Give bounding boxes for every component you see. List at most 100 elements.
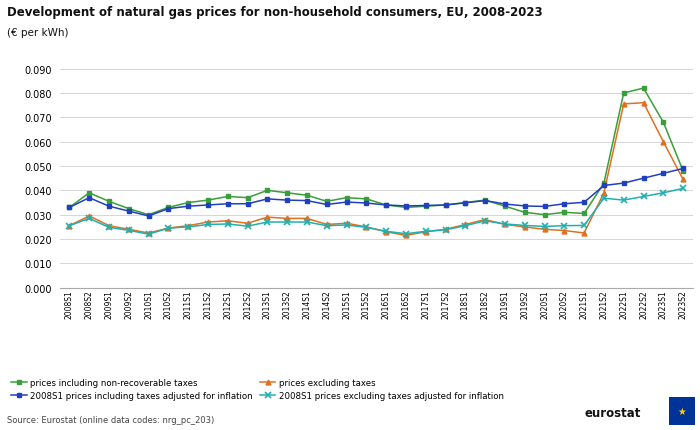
- prices excluding taxes: [402, 233, 410, 239]
- prices including non-recoverable taxes: [580, 212, 588, 217]
- prices excluding taxes: [303, 216, 312, 221]
- 2008S1 prices including taxes adjusted for inflation: [620, 181, 628, 186]
- 2008S1 prices excluding taxes adjusted for inflation: [362, 225, 370, 230]
- prices including non-recoverable taxes: [125, 206, 133, 212]
- 2008S1 prices excluding taxes adjusted for inflation: [223, 222, 232, 227]
- prices including non-recoverable taxes: [600, 181, 608, 186]
- 2008S1 prices including taxes adjusted for inflation: [223, 202, 232, 207]
- Legend: prices including non-recoverable taxes, 2008S1 prices including taxes adjusted f: prices including non-recoverable taxes, …: [11, 378, 504, 400]
- 2008S1 prices excluding taxes adjusted for inflation: [204, 222, 212, 227]
- 2008S1 prices excluding taxes adjusted for inflation: [323, 224, 331, 229]
- 2008S1 prices excluding taxes adjusted for inflation: [441, 228, 449, 233]
- prices excluding taxes: [580, 231, 588, 236]
- 2008S1 prices including taxes adjusted for inflation: [382, 203, 391, 208]
- prices excluding taxes: [500, 222, 509, 227]
- 2008S1 prices including taxes adjusted for inflation: [679, 166, 687, 172]
- 2008S1 prices including taxes adjusted for inflation: [421, 203, 430, 209]
- Text: Source: Eurostat (online data codes: nrg_pc_203): Source: Eurostat (online data codes: nrg…: [7, 415, 214, 424]
- prices excluding taxes: [184, 224, 192, 229]
- 2008S1 prices including taxes adjusted for inflation: [283, 198, 291, 203]
- 2008S1 prices including taxes adjusted for inflation: [105, 204, 113, 209]
- Text: Development of natural gas prices for non-household consumers, EU, 2008-2023: Development of natural gas prices for no…: [7, 6, 542, 19]
- 2008S1 prices excluding taxes adjusted for inflation: [679, 186, 687, 191]
- prices including non-recoverable taxes: [362, 197, 370, 202]
- prices excluding taxes: [105, 224, 113, 229]
- 2008S1 prices excluding taxes adjusted for inflation: [144, 232, 153, 237]
- prices excluding taxes: [323, 222, 331, 227]
- prices including non-recoverable taxes: [441, 203, 449, 208]
- prices excluding taxes: [639, 101, 648, 106]
- prices including non-recoverable taxes: [283, 191, 291, 196]
- 2008S1 prices excluding taxes adjusted for inflation: [540, 224, 549, 230]
- prices including non-recoverable taxes: [620, 91, 628, 96]
- 2008S1 prices including taxes adjusted for inflation: [144, 214, 153, 219]
- Line: 2008S1 prices including taxes adjusted for inflation: 2008S1 prices including taxes adjusted f…: [67, 167, 685, 219]
- 2008S1 prices excluding taxes adjusted for inflation: [481, 219, 489, 224]
- prices excluding taxes: [244, 221, 252, 226]
- 2008S1 prices including taxes adjusted for inflation: [204, 203, 212, 208]
- prices including non-recoverable taxes: [461, 200, 470, 206]
- 2008S1 prices including taxes adjusted for inflation: [244, 202, 252, 207]
- prices including non-recoverable taxes: [204, 198, 212, 203]
- 2008S1 prices excluding taxes adjusted for inflation: [382, 229, 391, 234]
- prices including non-recoverable taxes: [421, 204, 430, 209]
- Text: (€ per kWh): (€ per kWh): [7, 28, 69, 38]
- 2008S1 prices excluding taxes adjusted for inflation: [303, 220, 312, 225]
- 2008S1 prices excluding taxes adjusted for inflation: [580, 223, 588, 228]
- prices excluding taxes: [461, 222, 470, 227]
- prices including non-recoverable taxes: [481, 198, 489, 203]
- 2008S1 prices including taxes adjusted for inflation: [184, 204, 192, 209]
- prices excluding taxes: [600, 191, 608, 196]
- 2008S1 prices excluding taxes adjusted for inflation: [65, 224, 74, 229]
- 2008S1 prices excluding taxes adjusted for inflation: [125, 228, 133, 233]
- 2008S1 prices excluding taxes adjusted for inflation: [105, 225, 113, 230]
- prices excluding taxes: [263, 215, 272, 220]
- 2008S1 prices excluding taxes adjusted for inflation: [244, 224, 252, 229]
- 2008S1 prices excluding taxes adjusted for inflation: [85, 216, 93, 221]
- 2008S1 prices including taxes adjusted for inflation: [164, 206, 173, 212]
- 2008S1 prices including taxes adjusted for inflation: [441, 203, 449, 208]
- prices excluding taxes: [164, 226, 173, 231]
- prices including non-recoverable taxes: [500, 204, 509, 209]
- 2008S1 prices including taxes adjusted for inflation: [362, 201, 370, 206]
- 2008S1 prices including taxes adjusted for inflation: [600, 184, 608, 189]
- 2008S1 prices including taxes adjusted for inflation: [580, 200, 588, 206]
- 2008S1 prices including taxes adjusted for inflation: [521, 204, 529, 209]
- 2008S1 prices excluding taxes adjusted for inflation: [659, 191, 668, 196]
- prices including non-recoverable taxes: [323, 199, 331, 204]
- prices including non-recoverable taxes: [85, 191, 93, 196]
- prices excluding taxes: [223, 219, 232, 224]
- Text: eurostat: eurostat: [584, 406, 641, 419]
- 2008S1 prices excluding taxes adjusted for inflation: [461, 224, 470, 229]
- prices excluding taxes: [362, 225, 370, 230]
- prices excluding taxes: [85, 214, 93, 219]
- prices including non-recoverable taxes: [521, 210, 529, 215]
- prices excluding taxes: [679, 178, 687, 183]
- 2008S1 prices including taxes adjusted for inflation: [481, 199, 489, 204]
- prices including non-recoverable taxes: [244, 196, 252, 201]
- prices excluding taxes: [481, 218, 489, 223]
- prices excluding taxes: [521, 225, 529, 230]
- prices excluding taxes: [560, 228, 568, 233]
- prices excluding taxes: [540, 227, 549, 232]
- prices excluding taxes: [620, 102, 628, 107]
- prices including non-recoverable taxes: [560, 210, 568, 215]
- 2008S1 prices excluding taxes adjusted for inflation: [421, 229, 430, 234]
- prices including non-recoverable taxes: [402, 206, 410, 211]
- 2008S1 prices including taxes adjusted for inflation: [85, 196, 93, 201]
- prices including non-recoverable taxes: [639, 86, 648, 92]
- prices excluding taxes: [441, 227, 449, 232]
- prices including non-recoverable taxes: [144, 213, 153, 218]
- prices including non-recoverable taxes: [303, 193, 312, 198]
- prices excluding taxes: [421, 230, 430, 235]
- Text: ★: ★: [678, 406, 686, 416]
- 2008S1 prices excluding taxes adjusted for inflation: [500, 222, 509, 227]
- prices including non-recoverable taxes: [184, 200, 192, 206]
- prices excluding taxes: [125, 227, 133, 232]
- 2008S1 prices excluding taxes adjusted for inflation: [164, 226, 173, 231]
- 2008S1 prices including taxes adjusted for inflation: [65, 206, 74, 211]
- prices excluding taxes: [659, 140, 668, 145]
- 2008S1 prices including taxes adjusted for inflation: [342, 200, 351, 205]
- 2008S1 prices excluding taxes adjusted for inflation: [600, 196, 608, 201]
- 2008S1 prices excluding taxes adjusted for inflation: [402, 232, 410, 237]
